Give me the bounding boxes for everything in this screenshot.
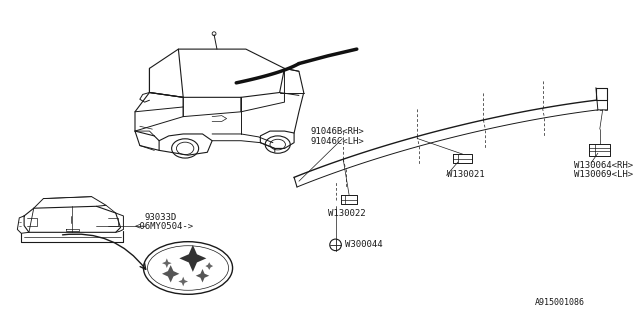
Polygon shape: [179, 245, 206, 272]
Polygon shape: [162, 265, 179, 283]
Text: A915001086: A915001086: [535, 298, 585, 307]
Text: 91046B<RH>: 91046B<RH>: [310, 127, 364, 136]
Polygon shape: [205, 262, 213, 270]
Text: W300044: W300044: [345, 240, 383, 249]
Polygon shape: [162, 258, 172, 268]
Polygon shape: [179, 277, 188, 286]
Text: W130064<RH>: W130064<RH>: [573, 161, 633, 170]
Text: W130022: W130022: [328, 209, 365, 218]
Polygon shape: [196, 269, 209, 283]
Text: W130069<LH>: W130069<LH>: [573, 170, 633, 179]
Text: W130021: W130021: [447, 170, 485, 179]
Text: <06MY0504->: <06MY0504->: [135, 222, 194, 231]
Text: 91046C<LH>: 91046C<LH>: [310, 137, 364, 146]
Text: 93033D: 93033D: [145, 213, 177, 222]
